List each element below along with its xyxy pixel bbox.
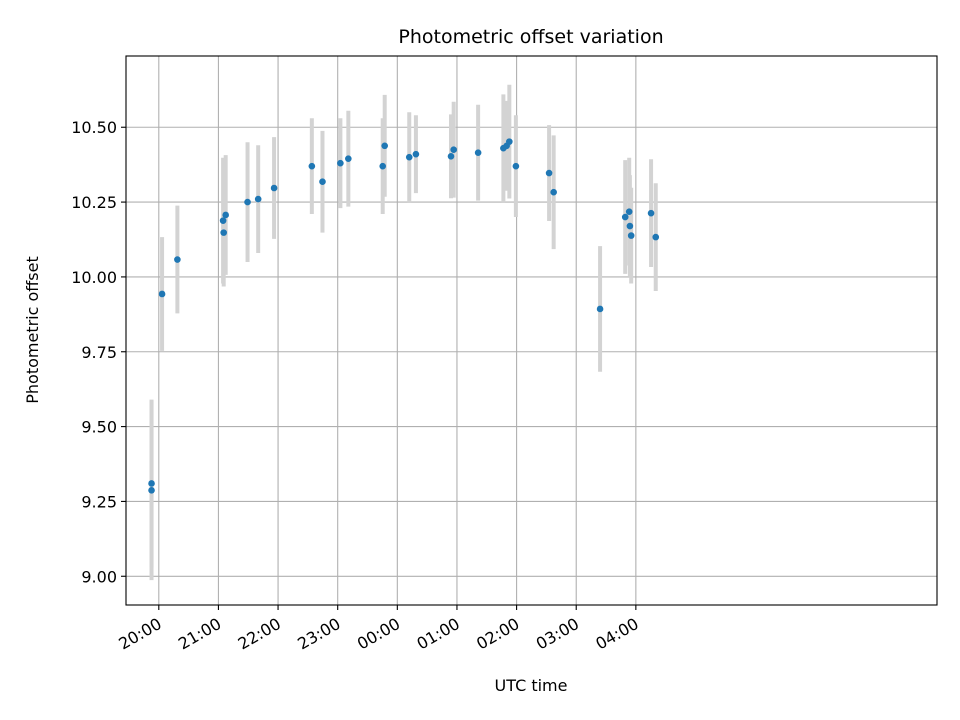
chart-title: Photometric offset variation (398, 26, 663, 48)
data-point (254, 195, 262, 203)
plot-background (126, 56, 937, 605)
data-point (647, 209, 655, 217)
data-point (148, 480, 155, 487)
data-point (219, 217, 227, 224)
data-point (545, 169, 553, 177)
y-axis-ticks: 9.00 9.25 9.50 9.75 10.00 10.25 10.50 (71, 118, 126, 586)
plot-area (126, 56, 937, 605)
data-point (412, 150, 420, 158)
data-point (627, 232, 635, 239)
y-tick-label: 10.00 (71, 268, 117, 287)
data-point (506, 138, 513, 145)
y-tick-label: 9.75 (81, 343, 117, 362)
data-point (381, 142, 389, 150)
data-point (512, 162, 520, 170)
data-point (625, 208, 633, 215)
x-axis-title: UTC time (495, 676, 568, 695)
data-point (345, 155, 352, 162)
data-point (270, 184, 278, 192)
data-point (621, 213, 629, 221)
data-point (220, 229, 227, 236)
data-point (626, 222, 634, 230)
y-tick-label: 9.50 (81, 418, 117, 437)
plot-frame (125, 55, 938, 606)
data-point (319, 178, 326, 186)
grid-lines (126, 56, 937, 605)
y-tick-label: 10.25 (71, 193, 117, 212)
data-point (308, 162, 316, 170)
data-point (652, 233, 660, 241)
y-tick-label: 10.50 (71, 118, 117, 137)
y-tick-label: 9.00 (81, 567, 117, 586)
data-point (450, 146, 457, 153)
data-point (244, 198, 251, 206)
data-point (222, 211, 229, 219)
data-point (474, 149, 482, 156)
data-point (447, 152, 455, 160)
y-tick-label: 9.25 (81, 492, 117, 511)
data-point (596, 305, 604, 313)
data-point (148, 487, 155, 494)
data-points (148, 138, 660, 494)
data-point (337, 159, 344, 167)
data-point (550, 188, 557, 196)
y-axis-title: Photometric offset (23, 256, 42, 404)
data-point (379, 162, 387, 170)
data-point (405, 153, 413, 161)
data-point (158, 290, 166, 298)
data-point (174, 256, 181, 263)
